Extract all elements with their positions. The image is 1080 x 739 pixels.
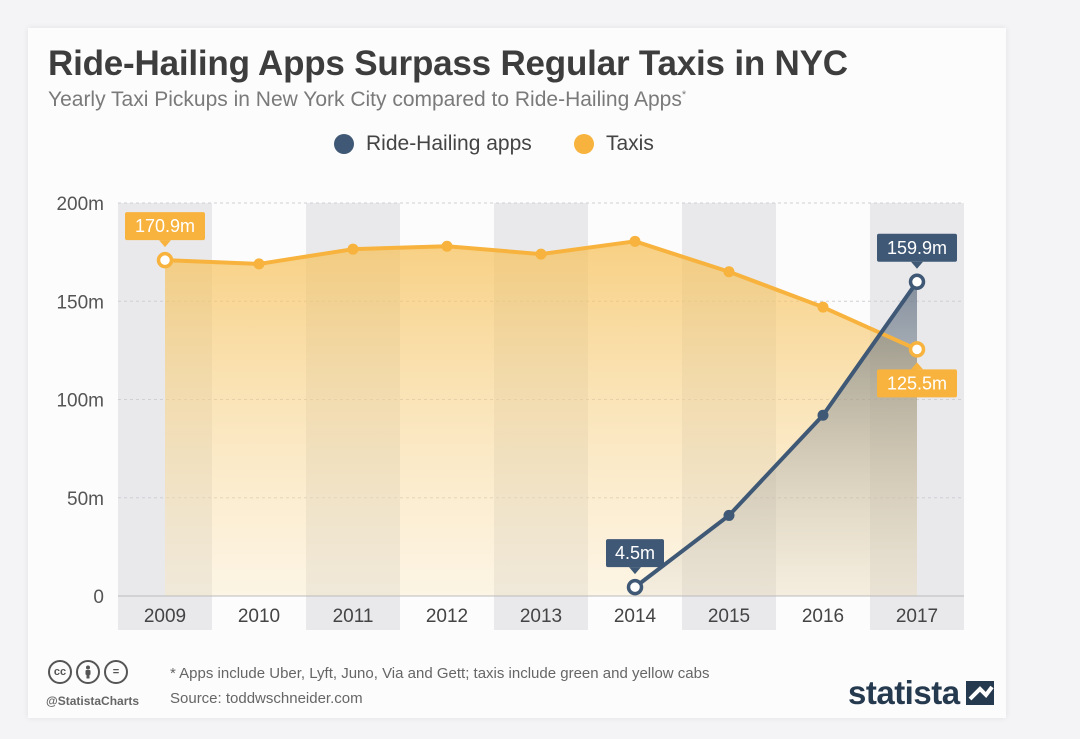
legend-swatch-ride-hailing xyxy=(334,134,354,154)
taxis-point xyxy=(253,258,265,270)
chart-title: Ride-Hailing Apps Surpass Regular Taxis … xyxy=(48,44,848,83)
y-tick-label: 150m xyxy=(56,292,104,313)
taxis-point-highlight xyxy=(156,251,174,269)
source-note: Source: toddwschneider.com xyxy=(170,690,363,707)
legend-swatch-taxis xyxy=(574,134,594,154)
taxis-area xyxy=(165,241,917,596)
legend-label-taxis: Taxis xyxy=(606,132,654,155)
ride-hailing-point xyxy=(723,509,735,521)
legend-label-ride-hailing: Ride-Hailing apps xyxy=(366,132,532,155)
license-icons: cc = xyxy=(48,660,128,684)
statista-wordmark: statista xyxy=(848,674,960,711)
x-tick-label: 2009 xyxy=(144,606,186,627)
data-label: 4.5m xyxy=(615,543,655,563)
x-tick-label: 2016 xyxy=(802,606,844,627)
data-label-box xyxy=(877,369,957,398)
y-tick-label: 200m xyxy=(56,194,104,215)
data-label-pointer xyxy=(159,240,171,248)
y-tick-label: 0 xyxy=(93,587,104,608)
data-label-pointer xyxy=(911,362,923,370)
data-label-pointer xyxy=(911,261,923,269)
data-label-box xyxy=(606,539,664,568)
no-derivatives-icon: = xyxy=(104,660,128,684)
x-tick-label: 2010 xyxy=(238,606,280,627)
ride-hailing-point xyxy=(817,409,829,421)
ride-hailing-line xyxy=(633,280,919,589)
x-tick-label: 2017 xyxy=(896,606,938,627)
data-label: 170.9m xyxy=(135,216,195,236)
taxis-point xyxy=(535,248,547,260)
attribution-icon xyxy=(76,660,100,684)
data-label: 125.5m xyxy=(887,373,947,393)
data-label: 159.9m xyxy=(887,238,947,258)
data-label-box xyxy=(125,212,205,241)
ride-hailing-point-highlight xyxy=(626,578,644,596)
data-label-pointer xyxy=(629,567,641,575)
subtitle-footnote-mark: * xyxy=(681,89,687,101)
taxis-point xyxy=(629,235,641,247)
taxis-point-highlight xyxy=(908,341,926,358)
y-tick-label: 100m xyxy=(56,391,104,412)
footnote: * Apps include Uber, Lyft, Juno, Via and… xyxy=(170,665,710,682)
taxis-point xyxy=(441,240,453,252)
x-tick-label: 2012 xyxy=(426,606,468,627)
legend-item-taxis: Taxis xyxy=(574,132,654,156)
line-chart: 0 50m 100m 150m 200m 2009 2010 2011 2012 2013 2014… xyxy=(56,194,964,630)
creative-commons-icon: cc xyxy=(48,660,72,684)
x-tick-label: 2014 xyxy=(614,606,657,627)
data-label-box xyxy=(877,233,957,262)
ride-hailing-area xyxy=(635,281,917,596)
statista-logo-icon xyxy=(965,681,994,705)
x-tick-label: 2015 xyxy=(708,606,750,627)
ride-hailing-point-highlight xyxy=(908,273,926,291)
legend-item-ride-hailing: Ride-Hailing apps xyxy=(334,132,532,156)
x-tick-label: 2011 xyxy=(333,606,374,627)
y-tick-label: 50m xyxy=(67,489,104,510)
taxis-point xyxy=(723,266,735,278)
taxis-point xyxy=(817,301,829,313)
x-tick-label: 2013 xyxy=(520,606,562,627)
chart-subtitle: Yearly Taxi Pickups in New York City com… xyxy=(48,88,686,112)
twitter-handle: @StatistaCharts xyxy=(46,694,140,708)
statista-logo[interactable]: statista xyxy=(848,674,994,712)
infographic-card: Ride-Hailing Apps Surpass Regular Taxis … xyxy=(28,28,1006,718)
subtitle-text: Yearly Taxi Pickups in New York City com… xyxy=(48,88,682,111)
taxis-point xyxy=(347,243,359,255)
